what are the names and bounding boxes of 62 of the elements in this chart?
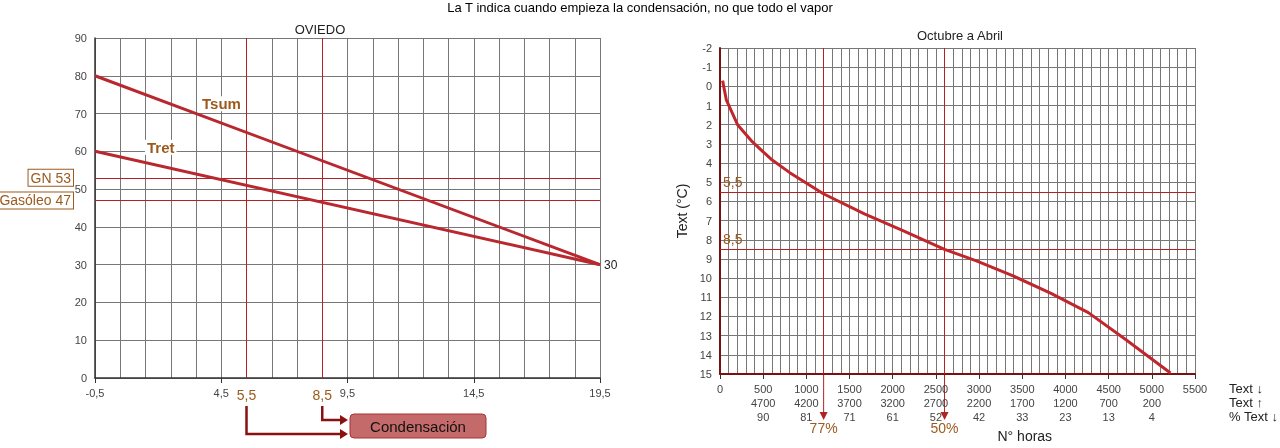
y-tick-label: 1 bbox=[705, 99, 712, 112]
x-tick-label: -0,5 bbox=[85, 387, 105, 399]
x-tick-label: 500 4700 90 bbox=[750, 383, 776, 423]
y-tick-label: -1 bbox=[702, 61, 712, 74]
y-tick-label: 15 bbox=[699, 368, 712, 380]
y-tick-label: 30 bbox=[74, 258, 87, 271]
y-tick-label: 10 bbox=[699, 272, 712, 285]
y-tick-label: 20 bbox=[74, 296, 87, 309]
annotation: 30 bbox=[604, 257, 618, 272]
y-axis-title: Text (°C) bbox=[673, 183, 690, 239]
x-tick-label: 9,5 bbox=[339, 387, 356, 399]
y-tick-label: 0 bbox=[705, 80, 712, 93]
x-tick-label: 1000 4200 81 bbox=[794, 383, 819, 423]
y-tick-label: 12 bbox=[699, 310, 712, 323]
text: Text ↓ bbox=[1229, 381, 1263, 396]
y-tick-label: 0 bbox=[80, 372, 87, 384]
y-tick-label: 50 bbox=[74, 183, 87, 196]
x-axis-title: N° horas bbox=[997, 428, 1053, 444]
series-label: Tret bbox=[147, 138, 175, 156]
y-tick-label: 7 bbox=[705, 214, 712, 227]
y-tick-label: 8 bbox=[705, 233, 712, 246]
y-tick-label: 80 bbox=[74, 69, 87, 82]
x-tick-label: 3500 1700 33 bbox=[1010, 383, 1035, 423]
y-tick-label: 60 bbox=[74, 145, 87, 158]
x-tick-label: 2000 3200 61 bbox=[880, 383, 905, 423]
x-tick-label: 1500 3700 71 bbox=[837, 383, 862, 423]
y-tick-label: 4 bbox=[705, 157, 712, 170]
ref-line-label: 8,5 bbox=[312, 387, 333, 403]
y-tick-label: 90 bbox=[74, 32, 87, 44]
text: La T indica cuando empieza la condensación, no que todo el vapor bbox=[446, 0, 834, 16]
x-tick-label: 14,5 bbox=[463, 387, 485, 399]
text: % Text ↓ bbox=[1229, 409, 1278, 424]
y-tick-label: 40 bbox=[74, 220, 87, 233]
y-tick-label: 9 bbox=[705, 252, 712, 265]
y-tick-label: -2 bbox=[702, 42, 712, 54]
x-tick-label: 5000 200 4 bbox=[1139, 383, 1165, 423]
y-tick-label: 2 bbox=[705, 118, 712, 131]
y-tick-label: 10 bbox=[74, 334, 87, 347]
y-tick-label: 14 bbox=[699, 348, 712, 361]
y-tick-label: 5 bbox=[705, 176, 712, 189]
y-tick-label: 6 bbox=[705, 195, 712, 208]
x-tick-label: 4,5 bbox=[213, 387, 229, 399]
x-tick-label: 19,5 bbox=[589, 387, 611, 399]
annotation: 77% bbox=[809, 420, 838, 436]
y-tick-label: 70 bbox=[74, 107, 87, 120]
x-tick-label: 4500 700 13 bbox=[1096, 383, 1121, 423]
text: Condensación bbox=[370, 417, 466, 435]
ref-line-label: GN 53 bbox=[30, 169, 72, 186]
x-tick-label: 5500 bbox=[1182, 383, 1208, 395]
y-tick-label: 13 bbox=[699, 329, 712, 342]
chart-title: OVIEDO bbox=[294, 22, 346, 37]
y-tick-label: 3 bbox=[705, 137, 712, 150]
chart-title: Octubre a Abril bbox=[917, 28, 1004, 43]
text: Text ↑ bbox=[1229, 395, 1263, 410]
x-tick-label: 0 bbox=[716, 383, 724, 395]
y-tick-label: 11 bbox=[700, 291, 712, 304]
annotation: 50% bbox=[930, 420, 959, 436]
x-tick-label: 4000 1200 23 bbox=[1053, 383, 1078, 423]
ref-line-label: Gasóleo 47 bbox=[0, 192, 72, 209]
ref-line-label: 5,5 bbox=[236, 387, 257, 403]
series-label: Tsum bbox=[202, 95, 241, 113]
x-tick-label: 3000 2200 42 bbox=[966, 383, 992, 423]
